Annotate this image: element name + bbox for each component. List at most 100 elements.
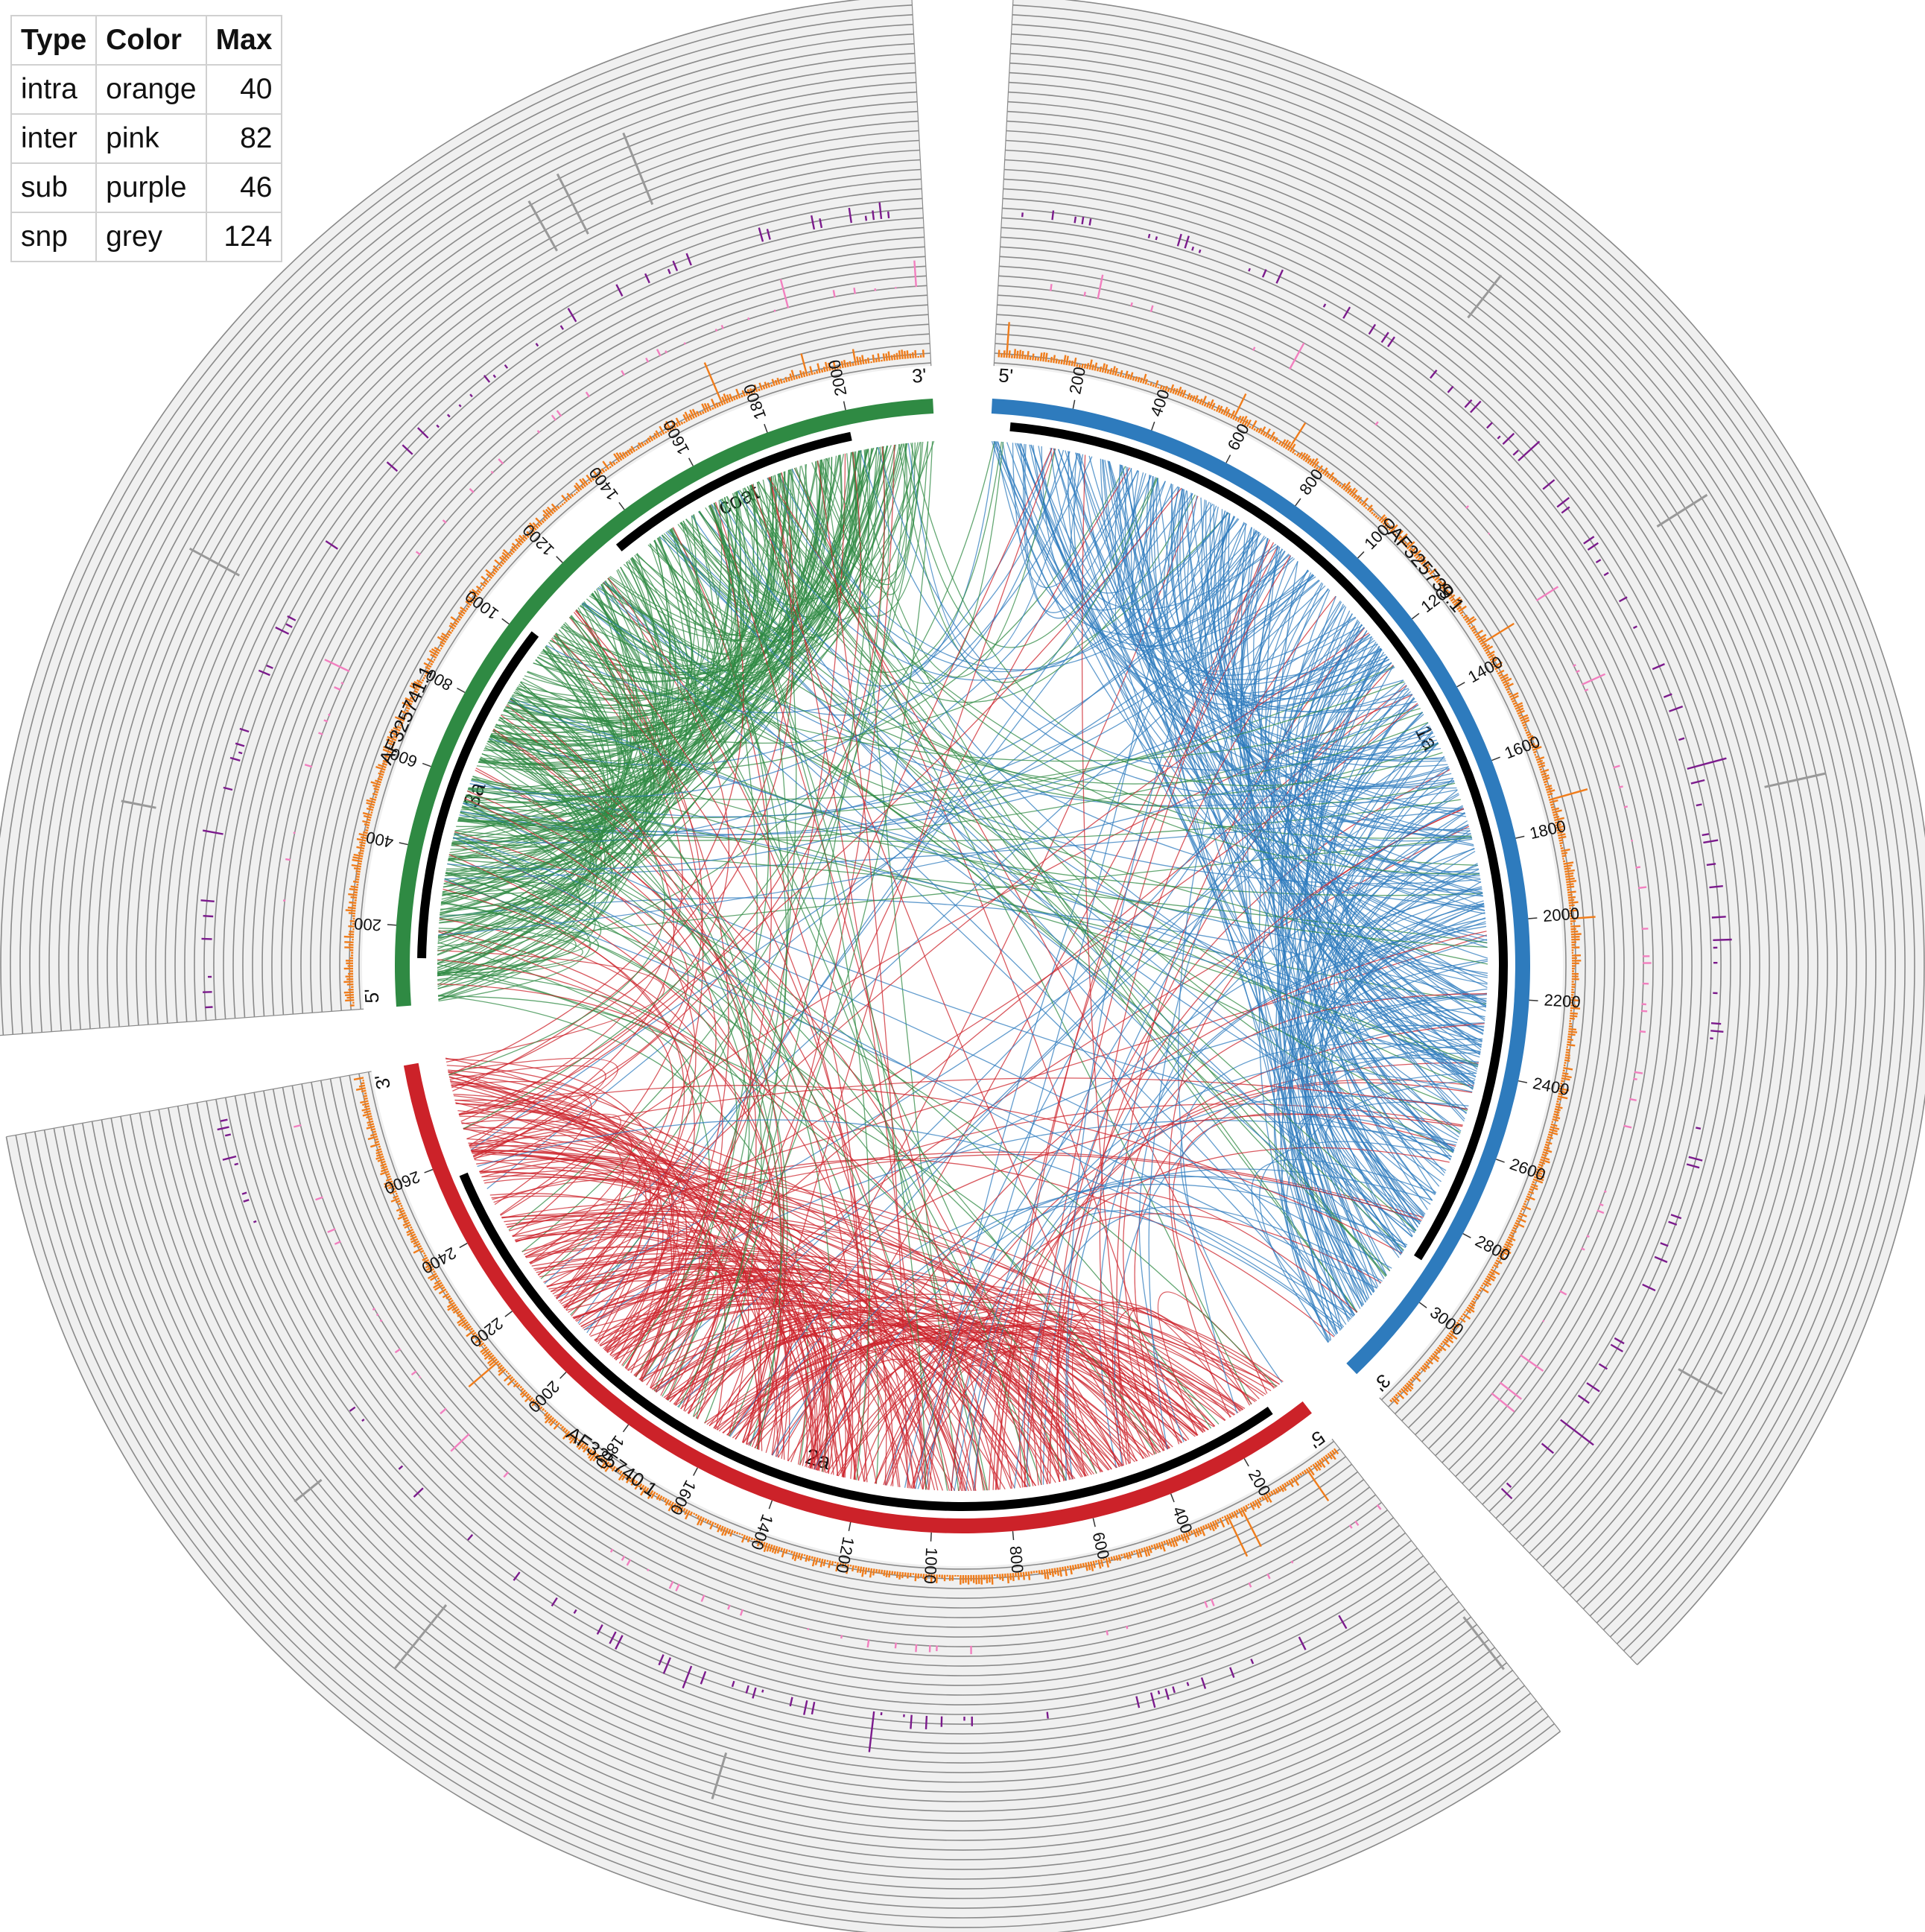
track-bar-inter bbox=[372, 1308, 376, 1311]
track-bar-sub bbox=[803, 1700, 808, 1715]
tick-mark bbox=[768, 1500, 773, 1510]
track-bar-intra bbox=[1280, 439, 1287, 447]
track-bar-intra bbox=[704, 1518, 708, 1521]
link-chord bbox=[811, 442, 916, 586]
track-bar-intra bbox=[774, 379, 778, 386]
track-bar-intra bbox=[1497, 669, 1505, 675]
link-chord bbox=[663, 1293, 1216, 1427]
track-bar-intra bbox=[1570, 930, 1579, 933]
track-bar-intra bbox=[573, 492, 577, 496]
link-chord bbox=[463, 452, 861, 1130]
track-ring-line bbox=[43, 1130, 1537, 1899]
track-bar-intra bbox=[629, 1477, 634, 1483]
track-bar-intra bbox=[676, 1505, 682, 1513]
track-bar-intra bbox=[434, 1284, 444, 1291]
link-chord bbox=[1199, 510, 1409, 718]
track-bar-intra bbox=[1551, 807, 1560, 811]
track-bar-intra bbox=[1133, 1550, 1136, 1553]
track-bar-intra bbox=[1270, 1490, 1274, 1495]
track-bar-intra bbox=[1432, 575, 1436, 580]
track-ring-line bbox=[48, 52, 915, 1032]
track-bar-intra bbox=[790, 1551, 793, 1554]
track-bar-intra bbox=[372, 1130, 377, 1133]
track-bar-intra bbox=[634, 1480, 638, 1485]
track-bar-inter bbox=[609, 1548, 614, 1553]
track-bar-intra bbox=[405, 697, 414, 703]
track-bar-intra bbox=[1444, 589, 1449, 594]
track-bar-intra bbox=[517, 537, 524, 544]
link-chord bbox=[857, 1327, 1120, 1481]
track-bar-intra bbox=[1247, 1504, 1250, 1507]
track-bar-intra bbox=[377, 777, 383, 781]
track-ring-line bbox=[995, 333, 1596, 1422]
track-bar-intra bbox=[802, 371, 806, 378]
track-bar-intra bbox=[699, 1517, 705, 1526]
track-bar-intra bbox=[1444, 1336, 1454, 1344]
link-chord bbox=[493, 729, 1050, 1484]
track-bar-intra bbox=[703, 362, 724, 406]
track-bar-intra bbox=[591, 477, 595, 481]
track-bar-intra bbox=[1219, 1517, 1225, 1528]
track-bar-intra bbox=[542, 518, 547, 522]
track-bar-intra bbox=[1550, 805, 1555, 809]
track-bar-intra bbox=[1260, 426, 1266, 435]
track-bar-inter bbox=[773, 309, 776, 312]
link-chord bbox=[445, 796, 614, 885]
link-chord bbox=[454, 833, 1392, 1269]
link-chord bbox=[662, 534, 1461, 1133]
track-bar-intra bbox=[1251, 419, 1258, 430]
track-bar-intra bbox=[1316, 1460, 1322, 1468]
track-bar-intra bbox=[1553, 1113, 1560, 1117]
track-bar-intra bbox=[431, 647, 440, 655]
track-bar-inter bbox=[626, 1559, 632, 1566]
legend-color: purple bbox=[95, 162, 207, 213]
link-chord bbox=[463, 441, 924, 1130]
track-bar-intra bbox=[561, 494, 568, 503]
tick-mark bbox=[1518, 1080, 1528, 1083]
track-bar-intra bbox=[1096, 367, 1100, 372]
link-chord bbox=[437, 448, 874, 943]
link-chord bbox=[521, 446, 886, 1252]
link-chord bbox=[714, 501, 1000, 1490]
link-chord bbox=[1317, 1070, 1473, 1149]
tick-mark bbox=[622, 1424, 629, 1433]
track-bar-snp bbox=[121, 799, 156, 809]
track-bar-intra bbox=[1055, 358, 1058, 364]
link-chord bbox=[1321, 645, 1484, 1032]
track-bar-intra bbox=[473, 597, 477, 600]
track-bar-intra bbox=[1143, 1547, 1148, 1557]
track-bar-intra bbox=[1076, 364, 1079, 367]
track-bar-intra bbox=[659, 425, 665, 435]
track-bar-sub bbox=[1191, 246, 1195, 251]
track-bar-intra bbox=[1082, 1562, 1085, 1568]
link-chord bbox=[597, 458, 827, 641]
link-chord bbox=[910, 1147, 1450, 1489]
track-bar-intra bbox=[617, 1469, 621, 1473]
track-bar-intra bbox=[1477, 1290, 1480, 1293]
track-bar-intra bbox=[1245, 1504, 1249, 1510]
track-bar-intra bbox=[579, 478, 587, 487]
track-bar-inter bbox=[556, 410, 562, 417]
link-chord bbox=[1100, 458, 1471, 832]
track-bar-intra bbox=[1508, 692, 1512, 696]
track-bar-intra bbox=[586, 1448, 593, 1456]
track-ring-line bbox=[53, 1128, 1531, 1890]
link-chord bbox=[545, 451, 1071, 714]
link-chord bbox=[994, 441, 1421, 1225]
track-bar-intra bbox=[483, 1352, 493, 1361]
legend-color: orange bbox=[95, 64, 207, 115]
track-bar-intra bbox=[1408, 547, 1412, 551]
track-bar-intra bbox=[413, 690, 419, 694]
track-bar-intra bbox=[466, 1329, 475, 1337]
tick-mark bbox=[1225, 455, 1231, 463]
track-bar-inter bbox=[1623, 805, 1629, 808]
track-bar-intra bbox=[1401, 539, 1405, 544]
track-bar-intra bbox=[511, 545, 517, 551]
link-chord bbox=[503, 446, 888, 720]
track-bar-sub bbox=[1595, 559, 1602, 564]
track-bar-intra bbox=[1566, 1048, 1570, 1051]
track-bar-intra bbox=[1420, 560, 1427, 566]
track-bar-intra bbox=[856, 356, 860, 366]
track-bar-intra bbox=[1064, 1566, 1068, 1577]
track-bar-intra bbox=[1302, 453, 1309, 461]
